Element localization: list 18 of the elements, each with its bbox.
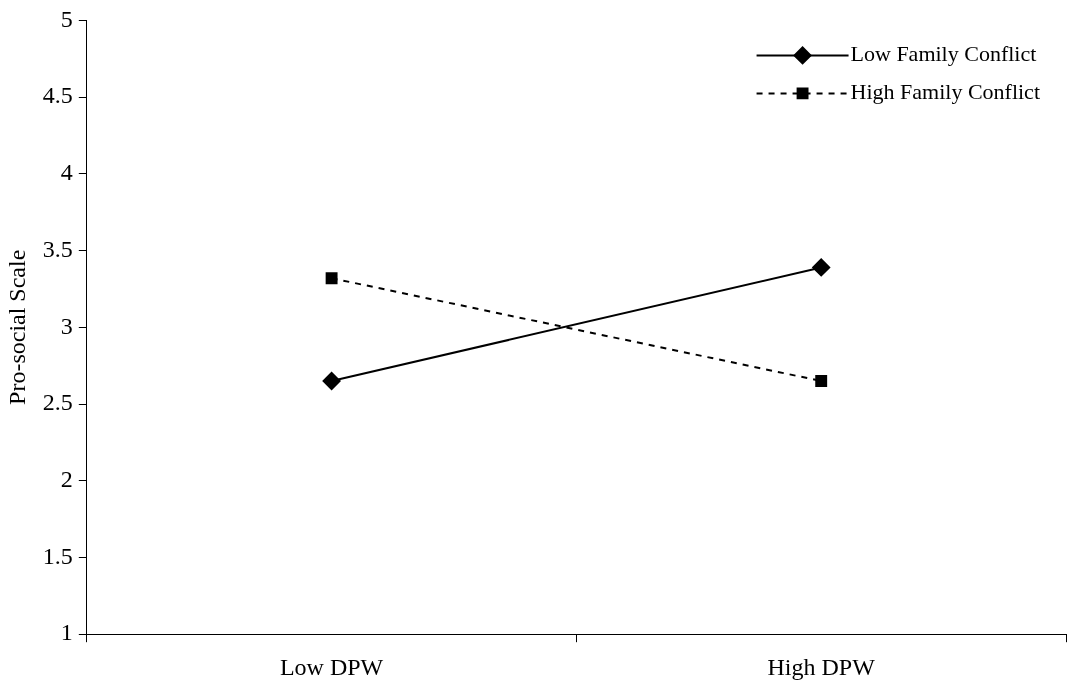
legend-label: High Family Conflict <box>850 79 1041 105</box>
y-tick-label: 3.5 <box>42 235 73 262</box>
y-tick-label: 2 <box>60 466 73 493</box>
y-tick-label: 2.5 <box>42 389 73 416</box>
y-tick-label: 4 <box>60 159 73 186</box>
point <box>815 375 828 387</box>
y-tick-label: 3 <box>60 312 73 339</box>
y-tick-label: 5 <box>60 5 73 32</box>
legend-label: Low Family Conflict <box>850 41 1037 67</box>
point <box>322 372 341 391</box>
y-tick-label: 4.5 <box>42 82 73 109</box>
y-tick-label: 1 <box>60 619 73 646</box>
point <box>812 258 831 277</box>
y-tick-label: 1.5 <box>42 542 73 569</box>
y-axis-title: Pro-social Scale <box>3 249 30 405</box>
x-tick-label: Low DPW <box>279 653 384 680</box>
point <box>325 272 338 285</box>
x-tick-label: High DPW <box>767 653 876 680</box>
